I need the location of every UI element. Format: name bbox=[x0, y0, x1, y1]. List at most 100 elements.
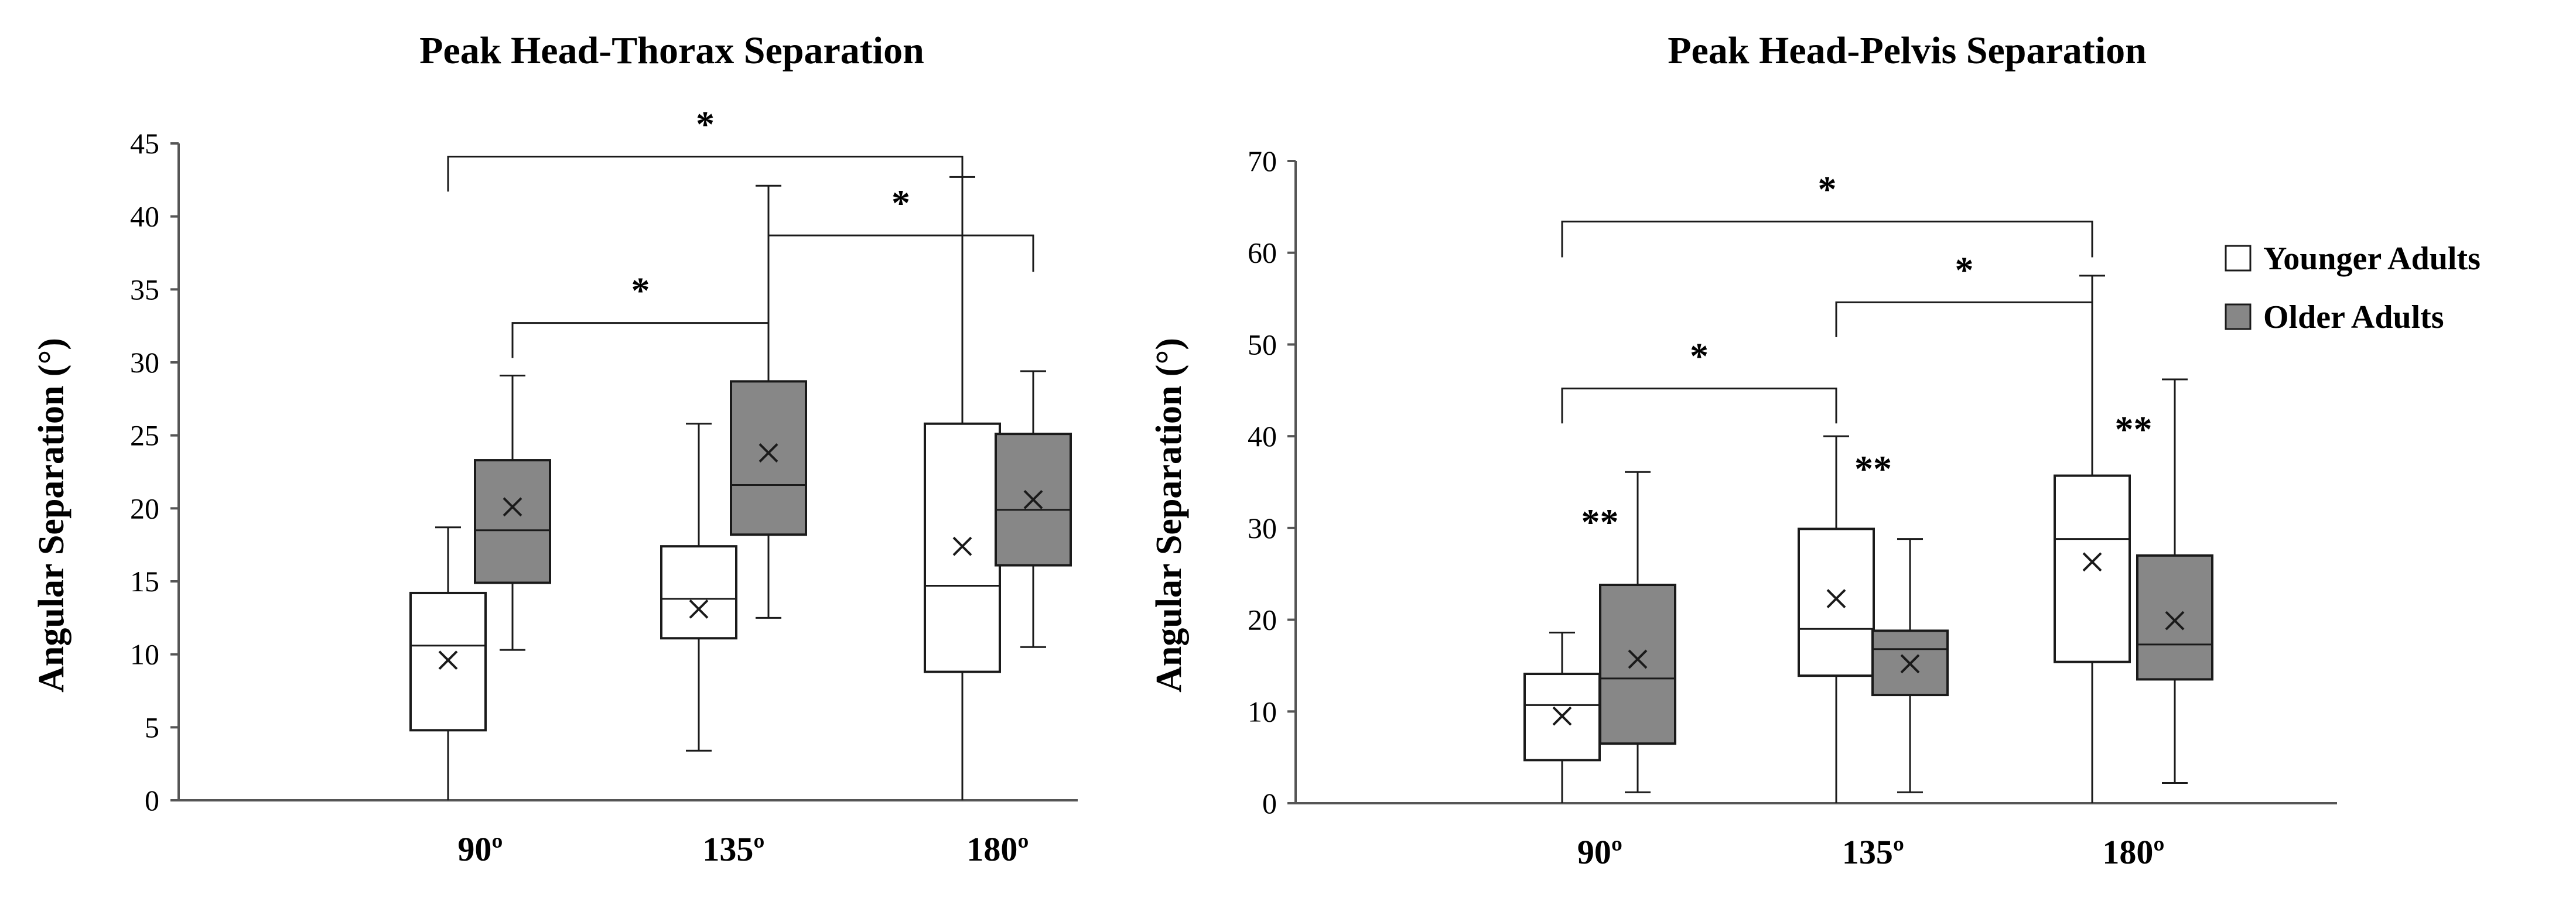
box-older-adults-180 bbox=[2136, 378, 2213, 784]
significance-bracket: * bbox=[1561, 168, 2093, 258]
significance-bracket: * bbox=[767, 182, 1034, 272]
bracket-line bbox=[1561, 220, 2093, 258]
x-tick-labels: 90º 135º 180º bbox=[457, 830, 1029, 868]
x-tick-label: 135º bbox=[1842, 833, 1904, 871]
mean-marker-stroke bbox=[438, 650, 458, 670]
chart-head-thorax: Peak Head-Thorax Separation Angular Sepa… bbox=[32, 29, 1078, 868]
mean-marker-stroke bbox=[1900, 654, 1920, 674]
significance-bracket: * bbox=[1561, 335, 1837, 424]
y-axis-label: Angular Separation (°) bbox=[1149, 338, 1189, 693]
mean-marker bbox=[2165, 611, 2185, 631]
bracket-line bbox=[767, 234, 1034, 272]
mean-marker-stroke bbox=[759, 443, 778, 463]
significance-star: * bbox=[696, 103, 715, 145]
group-difference-marker: ** bbox=[1581, 501, 1619, 543]
x-tick-label: 90º bbox=[457, 830, 503, 868]
y-tick-label: 20 bbox=[1248, 604, 1277, 636]
mean-marker bbox=[2082, 552, 2102, 572]
iqr-box bbox=[1798, 527, 1875, 677]
bracket-line bbox=[1835, 301, 2093, 337]
mean-marker bbox=[1826, 589, 1846, 608]
significance-star: * bbox=[1955, 249, 1974, 290]
significance-star: * bbox=[891, 182, 910, 224]
significance-brackets: ********* bbox=[1561, 168, 2153, 543]
box-older-adults-180 bbox=[995, 370, 1072, 648]
y-tick-labels: 0 10 20 30 40 50 60 70 bbox=[1248, 145, 1277, 820]
x-tick-label: 135º bbox=[702, 830, 764, 868]
y-tick-label: 50 bbox=[1248, 328, 1277, 361]
y-tick-label: 0 bbox=[1262, 787, 1277, 820]
y-axis-label: Angular Separation (°) bbox=[32, 338, 71, 693]
y-tick-label: 25 bbox=[130, 419, 159, 452]
y-tick-label: 15 bbox=[130, 565, 159, 598]
y-tick-label: 5 bbox=[145, 711, 159, 744]
group-difference-marker: ** bbox=[1854, 448, 1892, 489]
mean-marker-stroke bbox=[1628, 649, 1648, 669]
chart-head-pelvis: Peak Head-Pelvis Separation Angular Sepa… bbox=[1149, 29, 2337, 871]
y-tick-label: 60 bbox=[1248, 237, 1277, 269]
significance-bracket: * bbox=[447, 103, 964, 192]
group-difference-marker: ** bbox=[2115, 409, 2153, 450]
significance-star: * bbox=[631, 270, 650, 311]
significance-brackets: * * * bbox=[447, 103, 1034, 358]
mean-marker bbox=[503, 497, 522, 517]
y-tick-label: 10 bbox=[1248, 695, 1277, 728]
box-plots bbox=[1523, 275, 2213, 803]
iqr-box bbox=[2054, 474, 2131, 663]
mean-marker bbox=[759, 443, 778, 463]
y-tick-label: 10 bbox=[130, 638, 159, 671]
y-tick-label: 30 bbox=[1248, 512, 1277, 544]
mean-marker bbox=[438, 650, 458, 670]
legend-swatch-younger-adults bbox=[2225, 245, 2252, 272]
x-tick-labels: 90º 135º 180º bbox=[1577, 833, 2165, 871]
axes bbox=[170, 142, 1078, 801]
significance-star: * bbox=[1818, 168, 1837, 210]
mean-marker bbox=[1023, 489, 1043, 509]
axes bbox=[1287, 160, 2337, 804]
bracket-line bbox=[511, 322, 770, 358]
mean-marker-stroke bbox=[952, 536, 972, 556]
box-older-adults-90 bbox=[474, 374, 551, 651]
box-older-adults-135 bbox=[1871, 538, 1949, 793]
box-younger-adults-180 bbox=[924, 176, 1001, 800]
significance-bracket: * bbox=[1835, 249, 2093, 337]
legend: Younger Adults Older Adults bbox=[2225, 241, 2481, 335]
legend-label-older-adults: Older Adults bbox=[2263, 299, 2444, 335]
mean-marker-stroke bbox=[2165, 611, 2185, 631]
iqr-box bbox=[474, 459, 551, 584]
box-younger-adults-135 bbox=[660, 423, 737, 752]
significance-bracket: * bbox=[511, 270, 770, 358]
iqr-box bbox=[730, 380, 807, 536]
y-tick-labels: 0 5 10 15 20 25 30 35 40 45 bbox=[130, 127, 159, 817]
iqr-box bbox=[1599, 584, 1676, 745]
box-younger-adults-180 bbox=[2054, 275, 2131, 803]
box-older-adults-90 bbox=[1599, 471, 1676, 793]
mean-marker-stroke bbox=[1023, 489, 1043, 509]
x-tick-label: 90º bbox=[1577, 833, 1622, 871]
mean-marker-stroke bbox=[1826, 589, 1846, 608]
mean-marker bbox=[689, 599, 709, 619]
bracket-line bbox=[447, 155, 964, 192]
y-tick-label: 0 bbox=[145, 784, 159, 817]
mean-marker bbox=[952, 536, 972, 556]
significance-star: * bbox=[1690, 335, 1709, 377]
legend-label-younger-adults: Younger Adults bbox=[2263, 241, 2481, 277]
box-older-adults-135 bbox=[730, 184, 807, 619]
chart-title: Peak Head-Thorax Separation bbox=[419, 29, 924, 72]
bracket-line bbox=[1561, 388, 1837, 424]
y-tick-label: 35 bbox=[130, 273, 159, 306]
y-tick-label: 30 bbox=[130, 346, 159, 379]
mean-marker-stroke bbox=[503, 497, 522, 517]
iqr-box bbox=[2136, 554, 2213, 681]
x-tick-label: 180º bbox=[2102, 833, 2164, 871]
box-younger-adults-135 bbox=[1798, 435, 1875, 803]
x-tick-label: 180º bbox=[966, 830, 1029, 868]
mean-marker bbox=[1900, 654, 1920, 674]
y-tick-label: 70 bbox=[1248, 145, 1277, 177]
y-tick-label: 20 bbox=[130, 492, 159, 525]
y-tick-label: 45 bbox=[130, 127, 159, 160]
box-younger-adults-90 bbox=[409, 526, 487, 800]
y-tick-label: 40 bbox=[130, 200, 159, 233]
mean-marker-stroke bbox=[1552, 706, 1572, 726]
